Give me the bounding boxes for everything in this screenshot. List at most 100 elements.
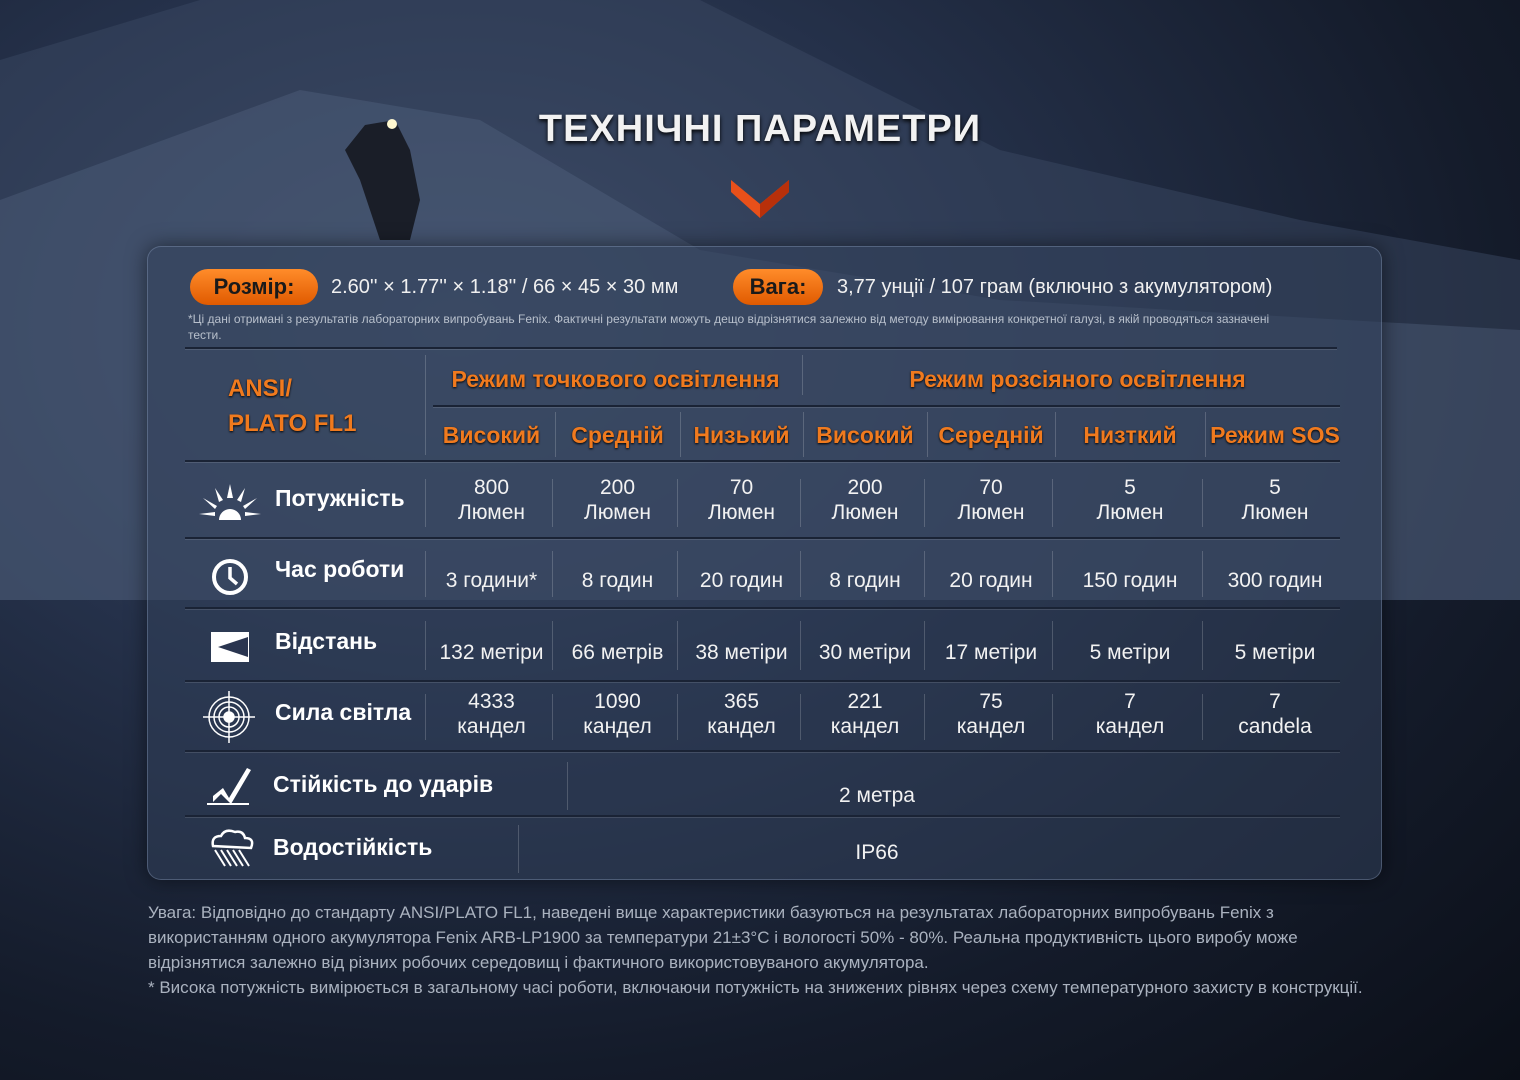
divider — [924, 479, 925, 527]
table-cell: 8 годин — [555, 568, 680, 593]
table-cell: 300 годин — [1205, 568, 1345, 593]
cell-line: 30 метіри — [818, 640, 912, 664]
divider — [680, 412, 681, 457]
table-cell: 4333 кандел — [428, 689, 555, 739]
divider — [185, 607, 1340, 609]
divider — [927, 412, 928, 457]
table-cell: 5 Люмен — [1055, 475, 1205, 525]
divider — [185, 815, 1340, 817]
table-cell: 150 годин — [1055, 568, 1205, 593]
table-cell: 5 метіри — [1055, 640, 1205, 665]
table-cell: 66 метрів — [555, 640, 680, 665]
target-icon — [203, 691, 255, 748]
divider — [185, 460, 1340, 462]
cell-line: 75 — [979, 690, 1003, 713]
divider — [185, 750, 1340, 752]
cell-line: 7 — [1124, 690, 1136, 713]
cell-line: 5 — [1124, 476, 1136, 499]
table-cell: 5 Люмен — [1205, 475, 1345, 525]
table-cell: 221 кандел — [803, 689, 927, 739]
table-cell: 3 години* — [428, 568, 555, 593]
divider — [800, 694, 801, 740]
divider — [1052, 694, 1053, 740]
chevron-down-icon — [731, 180, 789, 218]
table-cell: 800 Люмен — [428, 475, 555, 525]
cell-line: 8 годин — [581, 569, 654, 592]
divider — [185, 537, 1340, 539]
cell-line: 66 метрів — [571, 640, 664, 664]
mode-header: Режим SOS — [1210, 422, 1340, 448]
table-cell: 75 кандел — [927, 689, 1055, 739]
cell-line: 5 метіри — [1234, 640, 1316, 664]
cell-line: кандел — [583, 715, 652, 738]
divider — [1055, 412, 1056, 457]
divider — [552, 621, 553, 670]
water-value: IP66 — [855, 841, 899, 864]
divider — [1202, 551, 1203, 597]
divider — [1202, 479, 1203, 527]
cell-line: кандел — [956, 715, 1026, 738]
divider — [555, 412, 556, 457]
group-flood: Режим розсіяного освітлення — [909, 366, 1246, 392]
row-label: Сила світла — [275, 699, 412, 725]
test-note: *Ці дані отримані з результатів лаборато… — [188, 312, 1270, 342]
table-cell: 200 Люмен — [803, 475, 927, 525]
cell-line: 221 — [847, 690, 883, 713]
divider — [425, 355, 426, 455]
cell-line: 132 метіри — [439, 640, 544, 664]
divider — [518, 825, 519, 873]
divider — [1052, 621, 1053, 670]
table-cell: 5 метіри — [1205, 640, 1345, 665]
cell-line: Люмен — [957, 501, 1025, 524]
divider — [185, 347, 1337, 349]
size-value: 2.60'' × 1.77'' × 1.18'' / 66 × 45 × 30 … — [331, 276, 679, 298]
cell-line: 200 — [847, 476, 883, 499]
divider — [802, 355, 803, 395]
standard-line2: PLATO FL1 — [228, 410, 357, 437]
cell-line: 300 годин — [1227, 569, 1323, 592]
divider — [924, 694, 925, 740]
divider — [800, 621, 801, 670]
divider — [552, 479, 553, 527]
cell-line: 20 годин — [699, 569, 784, 592]
cell-line: 38 метіри — [695, 640, 788, 664]
divider — [677, 551, 678, 597]
divider — [425, 551, 426, 597]
clock-icon — [210, 557, 250, 602]
cell-line: кандел — [457, 715, 526, 738]
divider — [1052, 479, 1053, 527]
table-cell: 132 метіри — [428, 640, 555, 665]
footer-notes: Увага: Відповідно до стандарту ANSI/PLAT… — [148, 900, 1378, 1000]
divider — [552, 551, 553, 597]
spec-panel — [147, 246, 1382, 880]
cell-line: 70 — [979, 476, 1003, 499]
cell-line: 70 — [729, 476, 754, 499]
divider — [677, 621, 678, 670]
cell-line: 3 години* — [445, 569, 538, 592]
divider — [1202, 621, 1203, 670]
cell-line: candela — [1238, 715, 1312, 738]
cell-line: 5 метіри — [1089, 640, 1171, 664]
divider — [1202, 694, 1203, 740]
table-cell: 38 метіри — [680, 640, 803, 665]
beam-distance-icon — [210, 629, 250, 670]
size-label: Розмір: — [190, 269, 318, 305]
cell-line: Люмен — [1096, 501, 1164, 524]
weight-label: Вага: — [733, 269, 823, 305]
table-cell: 7 кандел — [1055, 689, 1205, 739]
divider — [803, 412, 804, 457]
mode-header: Низткий — [1083, 422, 1177, 448]
mode-header: Средній — [571, 422, 664, 448]
divider — [425, 694, 426, 740]
cell-line: 8 годин — [829, 569, 901, 592]
table-cell: 70 Люмен — [680, 475, 803, 525]
group-spot: Режим точкового освітлення — [451, 366, 780, 392]
table-cell: 7 candela — [1205, 689, 1345, 739]
row-label-water: Водостійкість — [273, 834, 433, 860]
impact-icon — [207, 768, 251, 805]
mode-header: Середній — [938, 422, 1044, 448]
impact-value: 2 метра — [839, 784, 915, 807]
cell-line: 800 — [473, 476, 510, 499]
cell-line: 1090 — [594, 690, 641, 713]
cell-line: 200 — [599, 476, 636, 499]
